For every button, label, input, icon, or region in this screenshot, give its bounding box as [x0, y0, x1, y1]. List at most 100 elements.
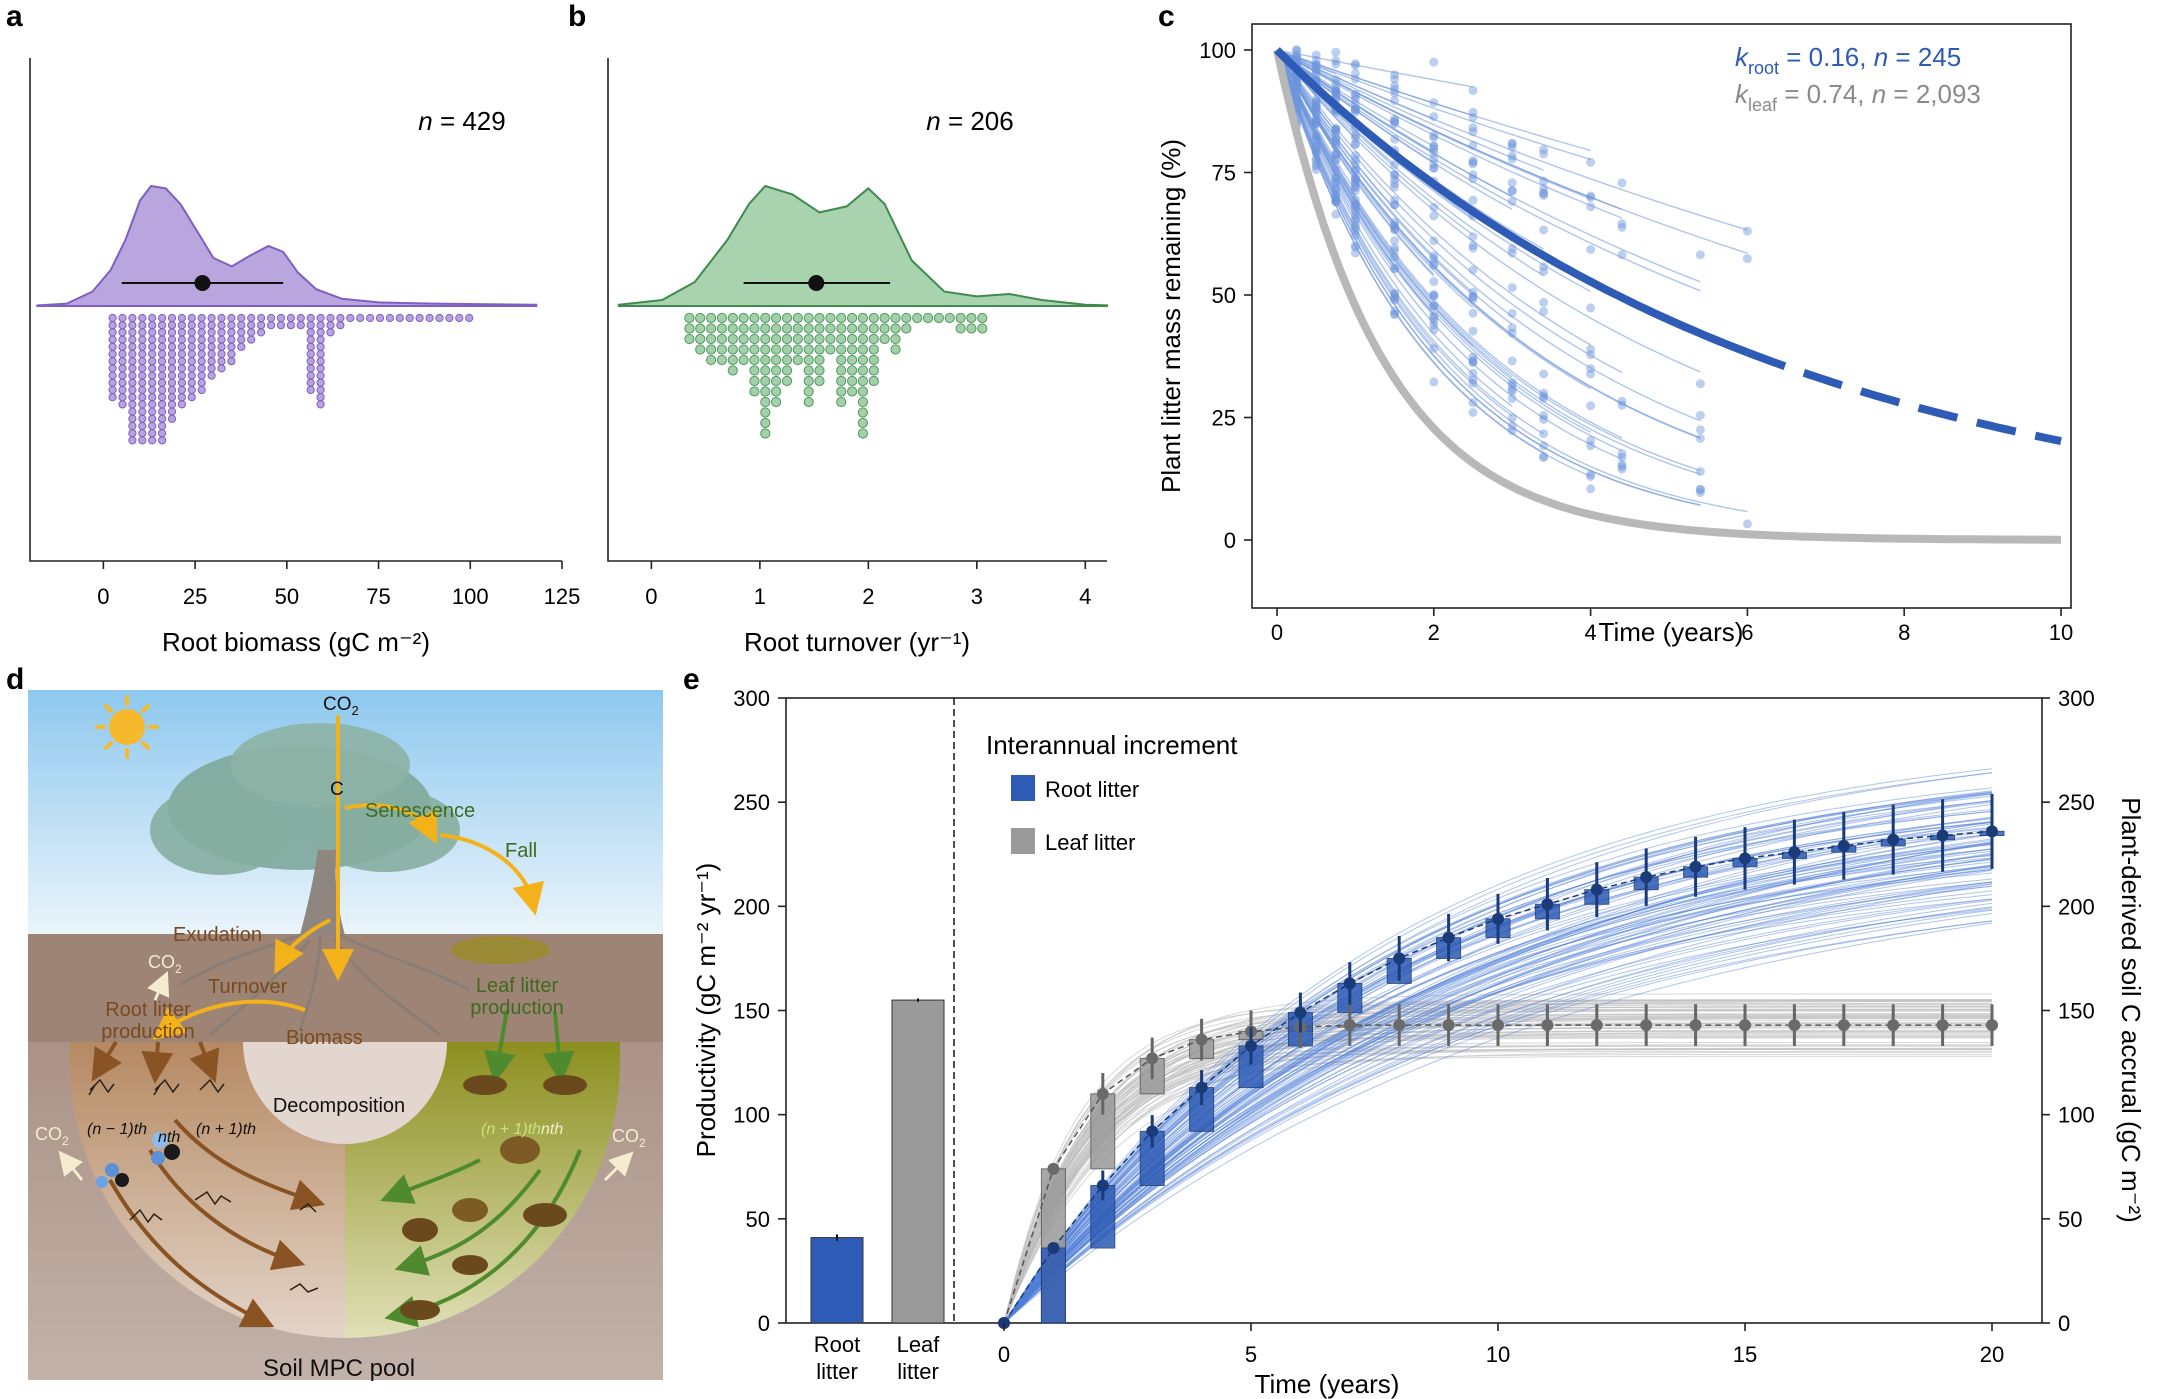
panel-a-mean-point: [194, 275, 211, 291]
data-dot: [847, 323, 858, 334]
study-point: [1311, 131, 1321, 141]
study-point: [1350, 206, 1360, 216]
data-dot: [792, 354, 803, 366]
data-dot: [814, 365, 825, 376]
panel-e-mean-series: [998, 793, 1998, 1329]
data-dot: [118, 328, 127, 337]
study-point: [1429, 112, 1439, 122]
data-dot: [257, 328, 266, 337]
study-point: [1311, 97, 1321, 107]
study-point: [1292, 86, 1302, 96]
study-point: [1350, 241, 1360, 251]
study-point: [1468, 326, 1478, 336]
study-point: [1539, 184, 1549, 193]
data-dot: [385, 313, 394, 323]
study-point: [1429, 202, 1439, 212]
data-dot: [167, 349, 177, 359]
data-dot: [108, 364, 117, 373]
data-dot: [197, 371, 206, 380]
data-dot: [138, 349, 147, 359]
study-point: [1468, 292, 1478, 302]
data-dot: [118, 349, 127, 359]
root-simulation: [1003, 869, 1993, 1324]
y-tick-label-left: 100: [733, 1103, 770, 1128]
data-dot: [108, 371, 117, 380]
study-curve: [1276, 49, 1474, 117]
study-point: [1390, 179, 1400, 189]
study-point: [1507, 244, 1517, 253]
study-point: [1311, 98, 1321, 108]
study-point: [1331, 178, 1341, 188]
study-point: [1350, 181, 1360, 191]
study-point: [1350, 61, 1360, 70]
study-point: [1331, 165, 1341, 174]
data-dot: [148, 407, 157, 416]
study-point: [1617, 462, 1627, 472]
data-dot: [749, 323, 760, 334]
data-dot: [267, 313, 276, 323]
study-point: [1390, 221, 1400, 230]
study-point: [1617, 400, 1627, 410]
data-dot: [187, 385, 196, 395]
study-point: [1468, 375, 1478, 385]
study-point: [1390, 294, 1400, 304]
leaf-simulation: [1003, 1047, 1992, 1324]
n-plus-1-right-label: (n + 1)th: [481, 1121, 541, 1138]
root-simulation: [1003, 821, 1993, 1324]
data-dot: [306, 328, 315, 337]
data-dot: [167, 385, 177, 395]
study-point: [1350, 230, 1360, 240]
root-simulation: [1003, 823, 1993, 1324]
study-point: [1507, 356, 1517, 366]
study-point: [1311, 116, 1321, 126]
data-dot: [138, 335, 147, 344]
study-point: [1468, 86, 1478, 95]
study-point: [1311, 148, 1321, 158]
data-dot: [716, 312, 728, 324]
data-dot: [227, 335, 236, 344]
data-dot: [158, 393, 167, 402]
data-dot: [771, 354, 782, 366]
y-tick-label: 0: [1224, 528, 1236, 553]
study-point: [1539, 441, 1549, 451]
study-point: [1617, 250, 1627, 260]
data-dot: [836, 323, 847, 334]
study-point: [1331, 138, 1341, 148]
study-point: [1350, 199, 1360, 209]
data-dot: [108, 378, 117, 387]
study-point: [1507, 283, 1517, 293]
data-dot: [128, 436, 137, 445]
study-point: [1292, 96, 1302, 106]
root-simulation: [1003, 772, 1993, 1324]
data-dot: [187, 349, 196, 359]
data-dot: [158, 436, 167, 445]
study-point: [1311, 109, 1321, 119]
study-point: [1331, 149, 1341, 159]
study-point: [1539, 451, 1549, 461]
study-point: [1586, 469, 1596, 479]
study-point: [1331, 172, 1341, 182]
x-tick-label: 2: [862, 584, 874, 609]
data-dot: [316, 328, 325, 337]
root-simulation: [1003, 868, 1993, 1324]
data-dot: [912, 312, 923, 324]
study-point: [1586, 303, 1596, 313]
study-curve: [1276, 49, 1748, 513]
data-dot: [217, 342, 226, 351]
microbe-icons: [96, 1132, 180, 1188]
study-point: [1390, 306, 1400, 316]
study-point: [1468, 357, 1478, 367]
data-dot: [684, 323, 695, 334]
data-dot: [375, 313, 385, 323]
data-dot: [316, 364, 325, 373]
study-point: [1350, 105, 1360, 115]
study-point: [1311, 132, 1321, 142]
study-point: [1468, 232, 1478, 242]
study-point: [1350, 139, 1360, 149]
data-dot: [749, 344, 760, 355]
root-simulation: [1003, 881, 1993, 1324]
study-point: [1586, 401, 1596, 411]
x-tick-label: 0: [998, 1342, 1010, 1367]
study-point: [1617, 219, 1627, 229]
